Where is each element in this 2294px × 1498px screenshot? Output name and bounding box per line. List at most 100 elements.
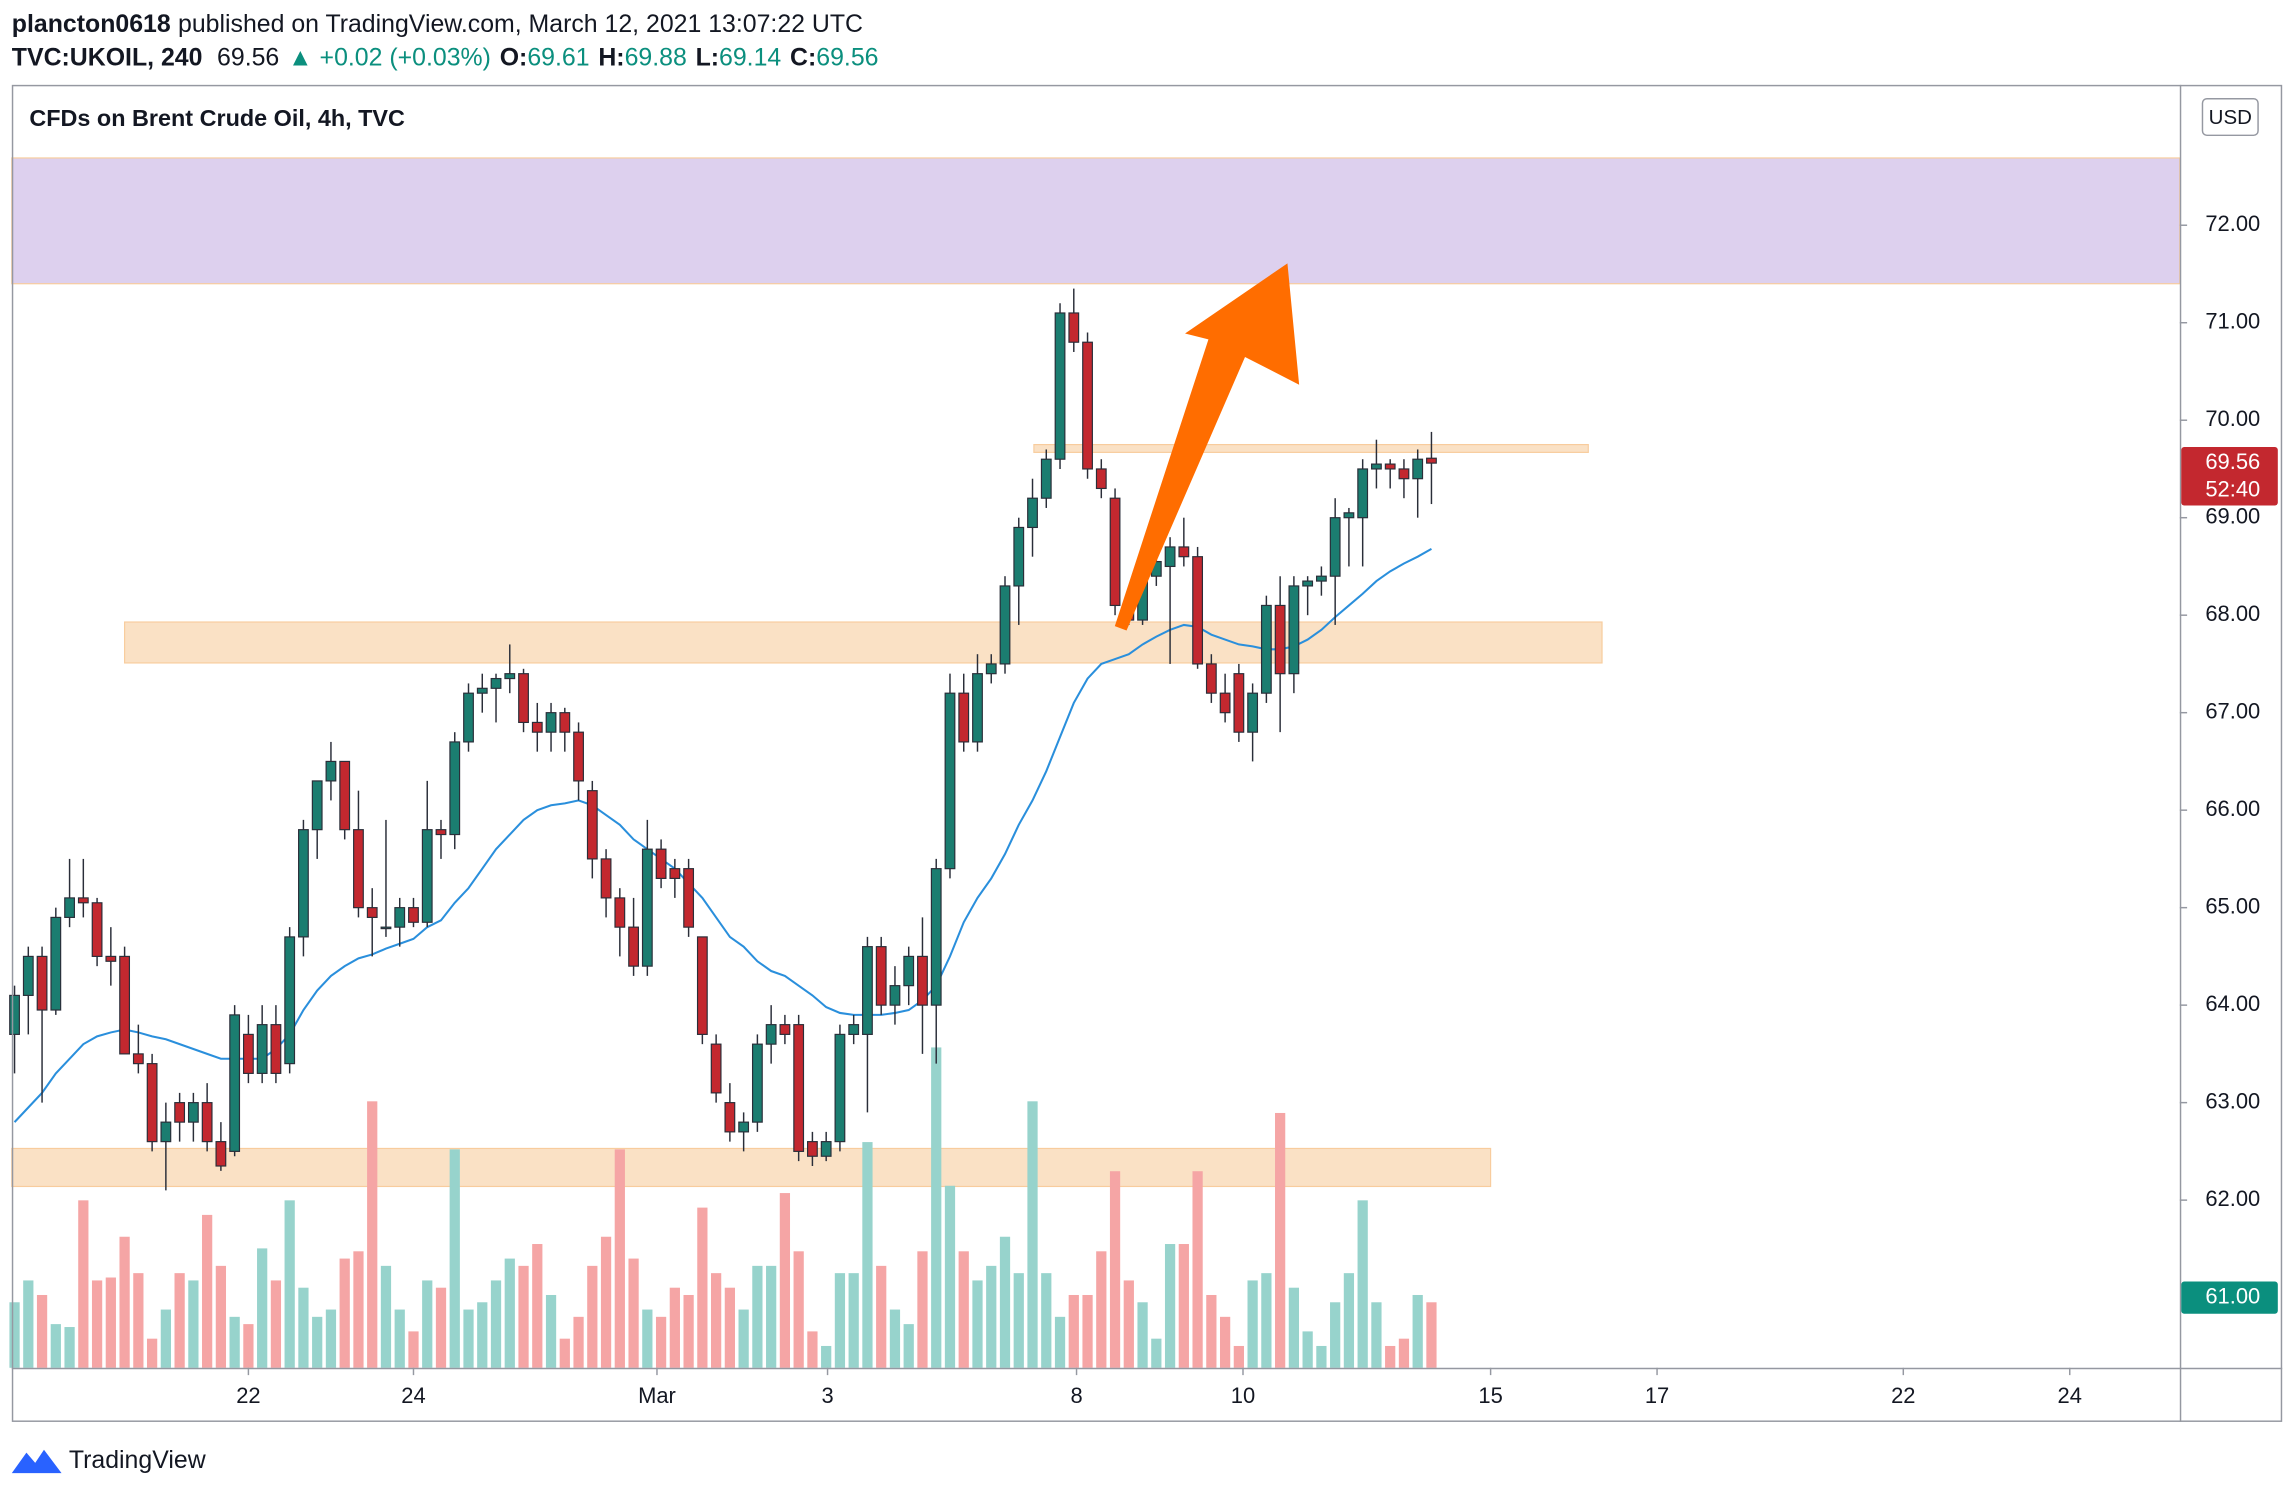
candle-body (696, 936, 708, 1035)
candle-body (1027, 497, 1038, 529)
candle-body (848, 1024, 860, 1035)
price-marker (2181, 1281, 2278, 1314)
volume-bar (380, 1265, 392, 1368)
candle-body (105, 955, 117, 962)
volume-bar (848, 1273, 859, 1368)
candle-body (1274, 604, 1286, 675)
volume-bar (518, 1265, 529, 1368)
currency-box[interactable] (2201, 98, 2259, 137)
candle-body (77, 897, 89, 904)
candle-body (930, 868, 942, 1006)
volume-bar (1219, 1316, 1231, 1368)
ohlc-label: C: (790, 43, 816, 71)
candle-body (1068, 312, 1080, 343)
ohlc-label: L: (696, 43, 719, 71)
x-tick-label: 8 (1070, 1383, 1082, 1408)
volume-bar (449, 1149, 460, 1368)
x-tick-label: 24 (401, 1383, 425, 1408)
volume-bar (119, 1236, 130, 1368)
plot-area (9, 157, 2181, 1368)
candle-body (146, 1063, 158, 1143)
volume-bar (889, 1309, 901, 1368)
volume-bar (532, 1244, 543, 1368)
volume-bar (1192, 1171, 1203, 1368)
volume-bar (986, 1265, 997, 1368)
volume-bar (284, 1200, 295, 1368)
candle-body (1329, 517, 1341, 577)
volume-bar (1054, 1316, 1066, 1368)
ohlc-value: 69.14 (719, 43, 781, 71)
volume-bar (917, 1251, 928, 1368)
y-tick-label: 63.00 (2205, 1088, 2260, 1113)
user: plancton0618 (12, 9, 171, 37)
currency: USD (2209, 106, 2252, 129)
candle-body (119, 955, 131, 1055)
x-tick-label: 22 (236, 1383, 260, 1408)
volume-bar (600, 1236, 612, 1368)
y-tick-label: 67.00 (2205, 698, 2260, 723)
candle-body (875, 946, 887, 1006)
volume-bar (215, 1265, 227, 1368)
candle-body (284, 936, 296, 1065)
y-tick-label: 70.00 (2205, 406, 2260, 431)
y-tick-label: 71.00 (2205, 309, 2260, 334)
candle-body (1192, 556, 1204, 665)
volume-bar (1316, 1345, 1327, 1368)
volume-bar (105, 1277, 116, 1368)
candle-body (903, 955, 915, 987)
symbol-line: TVC:UKOIL, 240 69.56 ▲ +0.02 (+0.03%) O:69.… (12, 43, 879, 71)
volume-bar (1247, 1280, 1258, 1368)
y-tick-label: 69.00 (2205, 503, 2260, 528)
volume-bar (1398, 1338, 1410, 1368)
candle-body (174, 1102, 186, 1123)
candle-body (972, 673, 983, 743)
volume-bar (229, 1316, 240, 1368)
publish-text: published on TradingView.com, March 12, … (178, 9, 863, 37)
volume-bar (1206, 1294, 1217, 1368)
volume-bar (23, 1280, 34, 1368)
volume-bar (339, 1258, 350, 1368)
y-tick-label: 64.00 (2205, 991, 2260, 1016)
candle-body (1178, 546, 1190, 558)
ohlc-value: 69.61 (527, 43, 589, 71)
candle-body (669, 868, 681, 879)
volume-bar (628, 1258, 639, 1368)
candle-body (1082, 341, 1093, 470)
candle-body (1426, 457, 1437, 464)
candle-body (917, 955, 928, 1006)
x-tick-label: 24 (2058, 1383, 2082, 1408)
volume-bar (972, 1280, 983, 1368)
volume-bar (834, 1273, 846, 1368)
last-price: 69.56 (217, 43, 279, 71)
x-tick-label: 22 (1891, 1383, 1915, 1408)
volume-bar (559, 1338, 570, 1368)
y-tick-label: 65.00 (2205, 893, 2260, 918)
candle-body (215, 1141, 227, 1167)
volume-bar (257, 1248, 268, 1368)
candle-body (600, 858, 612, 899)
volume-bar (1096, 1251, 1107, 1368)
volume-bar (1109, 1171, 1121, 1368)
candle-body (751, 1043, 763, 1123)
price-marker-label: 61.00 (2205, 1283, 2260, 1308)
change: ▲ +0.02 (+0.03%) (288, 43, 491, 71)
volume-bar (298, 1287, 309, 1368)
volume-bar (655, 1316, 667, 1368)
volume-bar (133, 1273, 144, 1368)
candle-body (1247, 692, 1259, 733)
candle-body (1315, 575, 1327, 582)
zone (124, 621, 1603, 664)
volume-bar (1082, 1294, 1093, 1368)
candle-body (985, 663, 997, 675)
symbol: TVC:UKOIL, 240 (12, 43, 203, 71)
ohlc-value: 69.88 (625, 43, 687, 71)
candle-body (242, 1033, 254, 1074)
y-tick-label: 66.00 (2205, 796, 2260, 821)
candle-body (738, 1121, 750, 1133)
candle-body (1054, 312, 1066, 460)
volume-bar (821, 1345, 832, 1368)
volume-bar (1164, 1244, 1176, 1368)
frame (11, 84, 2283, 1422)
volume-bar (1371, 1302, 1382, 1368)
volume-bar (50, 1324, 61, 1368)
